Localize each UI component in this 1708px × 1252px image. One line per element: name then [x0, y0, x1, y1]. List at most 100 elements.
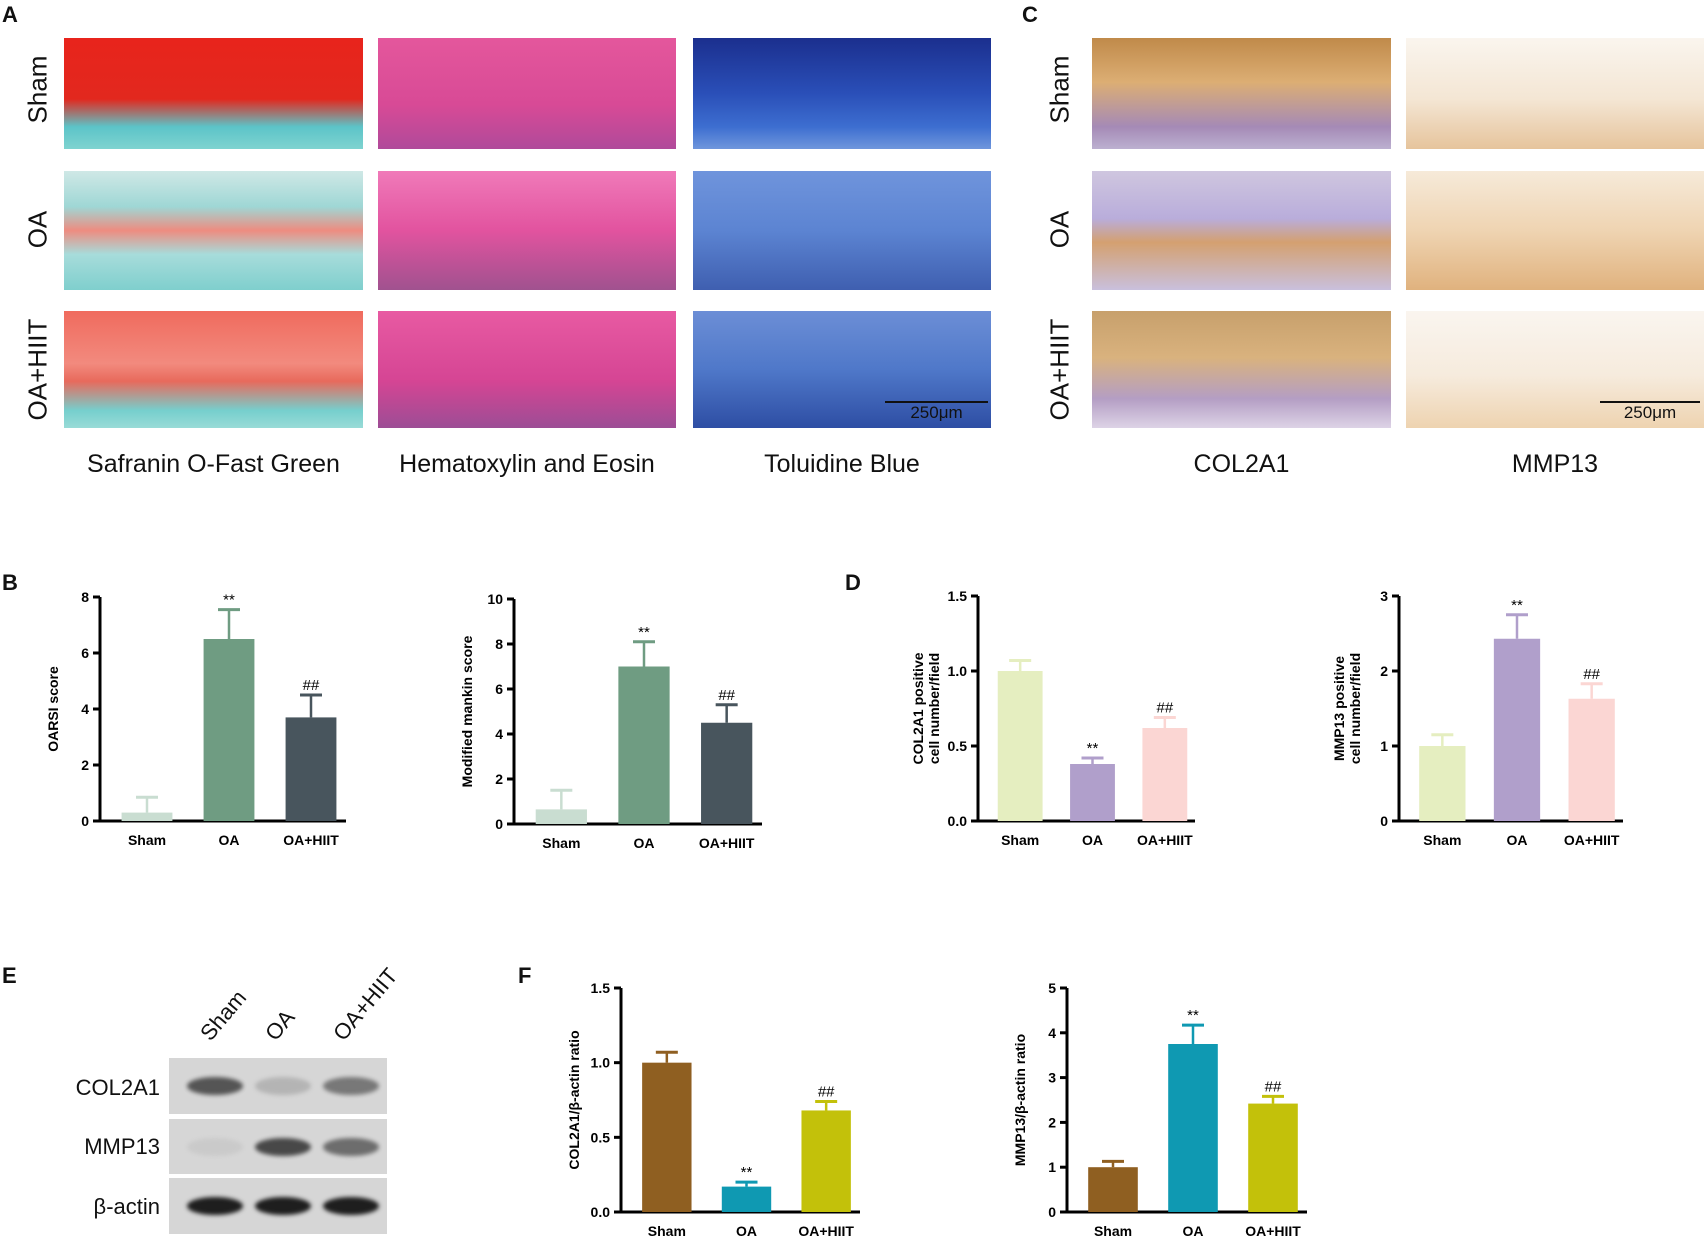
y-tick-label: 4	[495, 726, 503, 742]
significance-label: ##	[818, 1083, 835, 1100]
histology-image-he-sham	[378, 38, 676, 149]
y-axis-label: Modified mankin score	[459, 635, 475, 787]
panel-label-c: C	[1022, 2, 1038, 27]
histology-image-he-oa	[378, 171, 676, 290]
bar	[642, 1062, 692, 1212]
bar	[285, 717, 337, 821]
panel-label-b: B	[2, 570, 18, 595]
stain-label-safranin: Safranin O-Fast Green	[87, 450, 340, 478]
y-axis-label: COL2A1 positivecell number/field	[910, 652, 942, 764]
y-tick-label: 10	[487, 591, 503, 607]
x-tick-label: OA	[219, 832, 240, 848]
y-tick-label: 4	[1048, 1025, 1056, 1041]
y-tick-label: 0.5	[591, 1129, 611, 1145]
bar	[701, 722, 753, 824]
bar	[997, 671, 1043, 821]
lane-label-sham: Sham	[195, 985, 252, 1046]
bar	[618, 666, 670, 824]
y-tick-label: 1.0	[591, 1055, 611, 1071]
y-tick-label: 0.0	[948, 813, 968, 829]
blot-band	[323, 1197, 379, 1215]
blot-band	[255, 1077, 311, 1095]
x-tick-label: OA+HIIT	[798, 1223, 854, 1239]
x-tick-label: OA	[1082, 832, 1103, 848]
panel-label-a: A	[2, 2, 18, 27]
y-axis-label: MMP13 positivecell number/field	[1331, 653, 1363, 764]
y-axis-label: COL2A1/β-actin ratio	[566, 1030, 582, 1169]
bar	[1419, 746, 1466, 821]
y-tick-label: 5	[1048, 980, 1056, 996]
histology-image-mmp13-oa-hiit	[1406, 311, 1704, 428]
bar	[1568, 698, 1615, 821]
stain-label-he: Hematoxylin and Eosin	[399, 450, 655, 478]
chart-0: 0 2 4 6 8 OARSI score Sham ** OA ## OA+HIIT	[45, 589, 346, 848]
bar	[1168, 1044, 1218, 1212]
y-tick-label: 6	[81, 645, 89, 661]
histology-image-safranin-sham	[64, 38, 363, 149]
blot-label-mmp13: MMP13	[84, 1134, 160, 1159]
y-tick-label: 0	[81, 813, 89, 829]
histology-image-toluidine-oa	[693, 171, 991, 290]
histology-image-col2a1-oa-hiit	[1092, 311, 1391, 428]
scale-bar-a: 250μm	[885, 401, 988, 423]
lane-label-oa: OA	[260, 1004, 300, 1046]
ihc-label-col2a1: COL2A1	[1193, 450, 1290, 478]
row-label-oa-hiit-c: OA+HIIT	[1044, 318, 1075, 421]
histology-image-mmp13-sham	[1406, 38, 1704, 149]
ihc-label-mmp13: MMP13	[1511, 450, 1599, 478]
x-tick-label: Sham	[128, 832, 166, 848]
lane-label-oa-hiit: OA+HIIT	[328, 963, 403, 1046]
bar	[1493, 638, 1541, 821]
x-tick-label: OA	[1507, 832, 1528, 848]
chart-2: 0.0 0.5 1.0 1.5 COL2A1 positivecell number/f…	[910, 588, 1195, 848]
x-tick-label: Sham	[1094, 1223, 1132, 1239]
row-label-oa-c: OA	[1044, 210, 1075, 249]
scale-bar-c: 250μm	[1600, 401, 1700, 423]
blot-band	[323, 1077, 379, 1095]
y-tick-label: 0.5	[948, 738, 968, 754]
blot-band	[187, 1077, 243, 1095]
histology-image-safranin-oa-hiit	[64, 311, 363, 428]
y-tick-label: 2	[81, 757, 89, 773]
x-tick-label: OA+HIIT	[1245, 1223, 1301, 1239]
y-tick-label: 8	[495, 636, 503, 652]
significance-label: **	[1511, 597, 1523, 614]
histology-image-col2a1-oa	[1092, 171, 1391, 290]
significance-label: ##	[303, 677, 320, 694]
bar	[1248, 1103, 1298, 1212]
significance-label: **	[1087, 740, 1099, 757]
y-tick-label: 0	[1380, 813, 1388, 829]
y-tick-label: 2	[1380, 663, 1388, 679]
significance-label: ##	[1265, 1078, 1282, 1095]
bar	[801, 1110, 851, 1212]
y-tick-label: 1.5	[591, 980, 611, 996]
panel-label-f: F	[518, 963, 532, 988]
bar	[1070, 764, 1115, 821]
panel-label-d: D	[845, 570, 861, 595]
blot-band	[255, 1137, 311, 1156]
x-tick-label: OA+HIIT	[283, 832, 339, 848]
histology-image-mmp13-oa	[1406, 171, 1704, 290]
blot-row-2	[169, 1178, 387, 1234]
row-label-sham-c: Sham	[1044, 55, 1075, 124]
y-axis-label: OARSI score	[45, 666, 61, 752]
significance-label: **	[638, 624, 650, 641]
significance-label: **	[741, 1164, 753, 1181]
x-tick-label: OA+HIIT	[699, 835, 755, 851]
bar	[203, 639, 255, 821]
histology-image-safranin-oa	[64, 171, 363, 290]
significance-label: ##	[1583, 666, 1600, 683]
chart-3: 0 1 2 3 MMP13 positivecell number/field Sham *…	[1331, 588, 1623, 848]
y-tick-label: 3	[1380, 588, 1388, 604]
bar	[535, 809, 587, 824]
panel-label-e: E	[2, 963, 17, 988]
blot-label-beta-actin: β-actin	[93, 1194, 160, 1219]
chart-1: 0 2 4 6 8 10 Modified mankin score Sham ** OA ## OA…	[459, 591, 762, 851]
x-tick-label: OA+HIIT	[1137, 832, 1193, 848]
row-label-oa-hiit: OA+HIIT	[22, 318, 53, 421]
y-tick-label: 4	[81, 701, 89, 717]
x-tick-label: Sham	[1001, 832, 1039, 848]
y-tick-label: 2	[495, 771, 503, 787]
blot-label-col2a1: COL2A1	[75, 1075, 160, 1100]
